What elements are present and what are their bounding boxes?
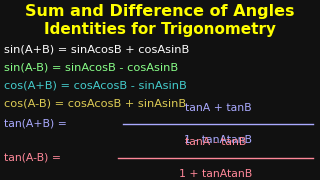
Text: sin(A-B) = sinAcosB - cosAsinB: sin(A-B) = sinAcosB - cosAsinB	[4, 62, 178, 72]
Text: sin(A+B) = sinAcosB + cosAsinB: sin(A+B) = sinAcosB + cosAsinB	[4, 44, 189, 54]
Text: tanA - tanB: tanA - tanB	[185, 137, 246, 147]
Text: Identities for Trigonometry: Identities for Trigonometry	[44, 22, 276, 37]
Text: cos(A+B) = cosAcosB - sinAsinB: cos(A+B) = cosAcosB - sinAsinB	[4, 80, 187, 90]
Text: 1 - tanAtanB: 1 - tanAtanB	[184, 135, 252, 145]
Text: tan(A-B) =: tan(A-B) =	[4, 153, 65, 163]
Text: cos(A-B) = cosAcosB + sinAsinB: cos(A-B) = cosAcosB + sinAsinB	[4, 98, 186, 108]
Text: 1 + tanAtanB: 1 + tanAtanB	[179, 169, 252, 179]
Text: Sum and Difference of Angles: Sum and Difference of Angles	[25, 4, 295, 19]
Text: tanA + tanB: tanA + tanB	[185, 103, 251, 113]
Text: tan(A+B) =: tan(A+B) =	[4, 119, 70, 129]
